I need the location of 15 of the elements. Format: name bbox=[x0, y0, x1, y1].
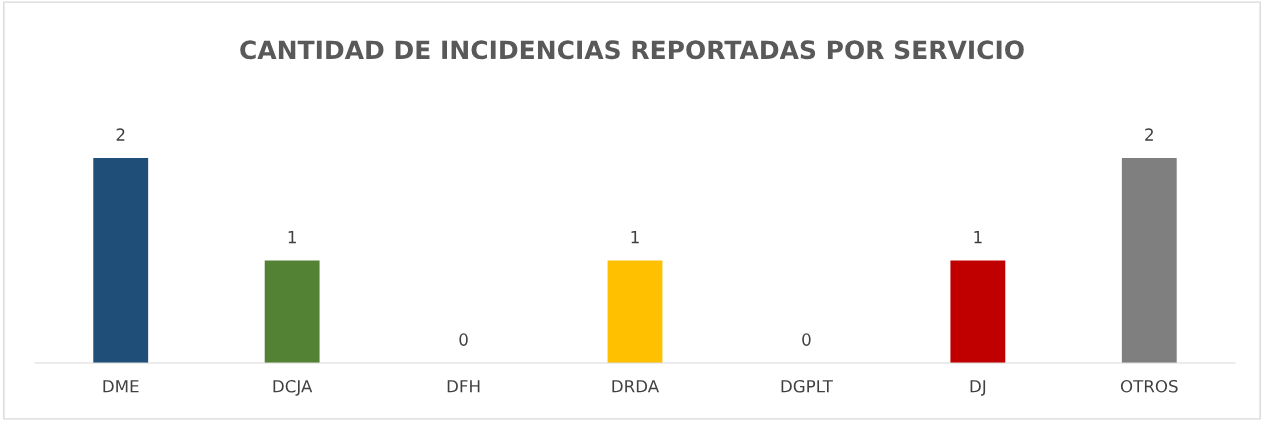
data-label: 1 bbox=[631, 231, 639, 244]
x-tick-label: DGPLT bbox=[781, 379, 833, 393]
data-label: 1 bbox=[974, 231, 982, 244]
x-tick-label: DME bbox=[103, 380, 139, 393]
x-tick-label: DFH bbox=[447, 380, 480, 393]
data-label: 2 bbox=[116, 128, 125, 141]
chart-title: CANTIDAD DE INCIDENCIAS REPORTADAS POR SERVICIO bbox=[240, 40, 1024, 60]
x-tick-label: DCJA bbox=[273, 379, 313, 396]
x-tick-label: OTROS bbox=[1120, 379, 1178, 393]
data-label: 0 bbox=[459, 333, 468, 346]
data-label: 0 bbox=[802, 333, 811, 346]
data-label: 2 bbox=[1145, 128, 1153, 141]
x-tick-label: DRDA bbox=[612, 380, 660, 393]
data-label: 1 bbox=[288, 231, 296, 244]
x-tick-label: DJ bbox=[970, 380, 986, 396]
